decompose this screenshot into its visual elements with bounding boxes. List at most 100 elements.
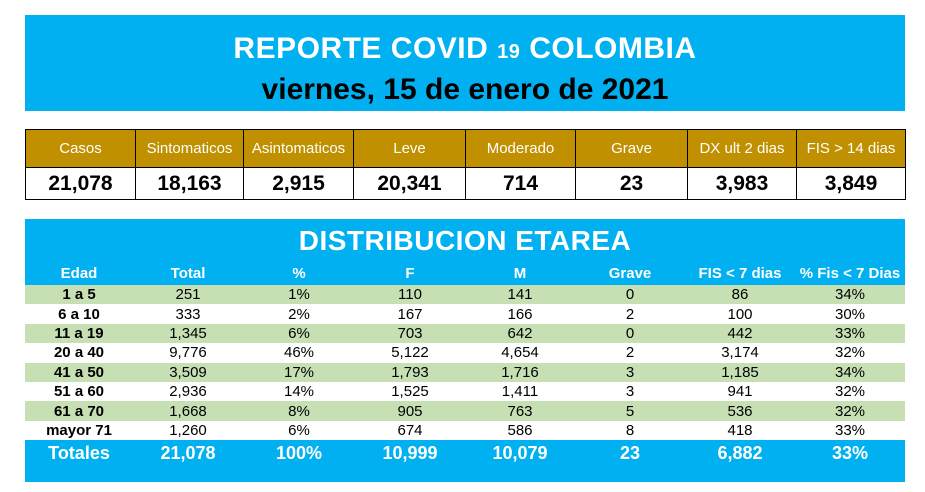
table-row: 6 a 10 333 2% 167 166 2 100 30% <box>25 304 905 324</box>
table-row: 61 a 70 1,668 8% 905 763 5 536 32% <box>25 401 905 421</box>
report-date: viernes, 15 de enero de 2021 <box>261 73 669 106</box>
cell-f: 167 <box>355 304 465 324</box>
summary-header-dx: DX ult 2 dias <box>687 129 797 168</box>
cell-pct-fis7: 34% <box>795 285 905 305</box>
col-header-percent: % <box>243 262 355 285</box>
totals-pct-fis7: 33% <box>795 440 905 467</box>
table-row: 51 a 60 2,936 14% 1,525 1,411 3 941 32% <box>25 381 905 402</box>
cell-percent: 6% <box>243 420 355 441</box>
table-row: 20 a 40 9,776 46% 5,122 4,654 2 3,174 32… <box>25 343 905 363</box>
summary-value-fis: 3,849 <box>796 167 906 200</box>
cell-pct-fis7: 30% <box>795 304 905 324</box>
summary-header-moderado: Moderado <box>465 129 576 168</box>
summary-value-dx: 3,983 <box>687 167 797 200</box>
summary-value-leve: 20,341 <box>353 167 466 200</box>
cell-edad: 61 a 70 <box>25 401 133 421</box>
col-header-pct-fis7: % Fis < 7 Dias <box>795 262 905 285</box>
cell-percent: 1% <box>243 285 355 305</box>
cell-total: 2,936 <box>133 381 243 402</box>
title-number: 19 <box>497 41 521 63</box>
summary-header-row: Casos Sintomaticos Asintomaticos Leve Mo… <box>25 129 906 168</box>
cell-m: 141 <box>465 285 575 305</box>
col-header-f: F <box>355 262 465 285</box>
cell-grave: 8 <box>575 420 685 441</box>
cell-total: 1,668 <box>133 401 243 421</box>
cell-grave: 3 <box>575 381 685 402</box>
totals-fis7: 6,882 <box>685 440 795 467</box>
summary-value-sintomaticos: 18,163 <box>135 167 244 200</box>
cell-f: 1,525 <box>355 381 465 402</box>
cell-grave: 3 <box>575 362 685 382</box>
cell-total: 251 <box>133 285 243 305</box>
cell-edad: 20 a 40 <box>25 343 133 363</box>
title-country: COLOMBIA <box>529 32 697 65</box>
cell-percent: 6% <box>243 323 355 344</box>
cell-percent: 2% <box>243 304 355 324</box>
summary-header-grave: Grave <box>575 129 688 168</box>
age-distribution-title: DISTRIBUCION ETAREA <box>298 225 632 256</box>
report-title: REPORTE COVID 19 COLOMBIA <box>25 29 905 69</box>
cell-edad: mayor 71 <box>25 420 133 441</box>
age-distribution-panel: DISTRIBUCION ETAREA Edad Total % F M Gra… <box>25 219 905 482</box>
cell-m: 642 <box>465 323 575 344</box>
cell-percent: 14% <box>243 381 355 402</box>
totals-grave: 23 <box>575 440 685 467</box>
totals-row: Totales 21,078 100% 10,999 10,079 23 6,8… <box>25 440 905 467</box>
cell-grave: 2 <box>575 343 685 363</box>
cell-fis7: 86 <box>685 285 795 305</box>
summary-value-row: 21,078 18,163 2,915 20,341 714 23 3,983 … <box>25 167 906 200</box>
table-row: 11 a 19 1,345 6% 703 642 0 442 33% <box>25 323 905 344</box>
cell-fis7: 3,174 <box>685 343 795 363</box>
summary-value-casos: 21,078 <box>25 167 136 200</box>
cell-fis7: 100 <box>685 304 795 324</box>
table-row: 41 a 50 3,509 17% 1,793 1,716 3 1,185 34… <box>25 362 905 382</box>
summary-header-fis: FIS > 14 dias <box>796 129 906 168</box>
summary-header-leve: Leve <box>353 129 466 168</box>
col-header-fis7: FIS < 7 dias <box>685 262 795 285</box>
cell-pct-fis7: 33% <box>795 420 905 441</box>
cell-edad: 41 a 50 <box>25 362 133 382</box>
totals-label: Totales <box>25 440 133 467</box>
summary-header-casos: Casos <box>25 129 136 168</box>
cell-f: 1,793 <box>355 362 465 382</box>
cell-edad: 6 a 10 <box>25 304 133 324</box>
cell-m: 4,654 <box>465 343 575 363</box>
cell-fis7: 536 <box>685 401 795 421</box>
cell-pct-fis7: 33% <box>795 323 905 344</box>
cell-m: 1,411 <box>465 381 575 402</box>
cell-f: 905 <box>355 401 465 421</box>
cell-pct-fis7: 34% <box>795 362 905 382</box>
col-header-total: Total <box>133 262 243 285</box>
cell-grave: 5 <box>575 401 685 421</box>
totals-percent: 100% <box>243 440 355 467</box>
cell-f: 5,122 <box>355 343 465 363</box>
cell-total: 3,509 <box>133 362 243 382</box>
totals-total: 21,078 <box>133 440 243 467</box>
cell-total: 9,776 <box>133 343 243 363</box>
age-table-header-row: Edad Total % F M Grave FIS < 7 dias % Fi… <box>25 262 905 285</box>
cell-edad: 11 a 19 <box>25 323 133 344</box>
col-header-grave: Grave <box>575 262 685 285</box>
cell-percent: 17% <box>243 362 355 382</box>
cell-m: 586 <box>465 420 575 441</box>
summary-value-asintomaticos: 2,915 <box>243 167 354 200</box>
cell-total: 1,345 <box>133 323 243 344</box>
cell-edad: 51 a 60 <box>25 381 133 402</box>
cell-f: 703 <box>355 323 465 344</box>
cell-m: 1,716 <box>465 362 575 382</box>
cell-grave: 0 <box>575 323 685 344</box>
cell-f: 110 <box>355 285 465 305</box>
cell-pct-fis7: 32% <box>795 401 905 421</box>
cell-fis7: 418 <box>685 420 795 441</box>
summary-header-sintomaticos: Sintomaticos <box>135 129 244 168</box>
col-header-edad: Edad <box>25 262 133 285</box>
cell-total: 333 <box>133 304 243 324</box>
summary-value-moderado: 714 <box>465 167 576 200</box>
table-row: mayor 71 1,260 6% 674 586 8 418 33% <box>25 420 905 441</box>
cell-m: 763 <box>465 401 575 421</box>
age-distribution-table: Edad Total % F M Grave FIS < 7 dias % Fi… <box>25 262 905 467</box>
title-main: REPORTE COVID <box>233 32 489 65</box>
cell-fis7: 442 <box>685 323 795 344</box>
cell-fis7: 1,185 <box>685 362 795 382</box>
report-banner: REPORTE COVID 19 COLOMBIA viernes, 15 de… <box>25 15 905 111</box>
